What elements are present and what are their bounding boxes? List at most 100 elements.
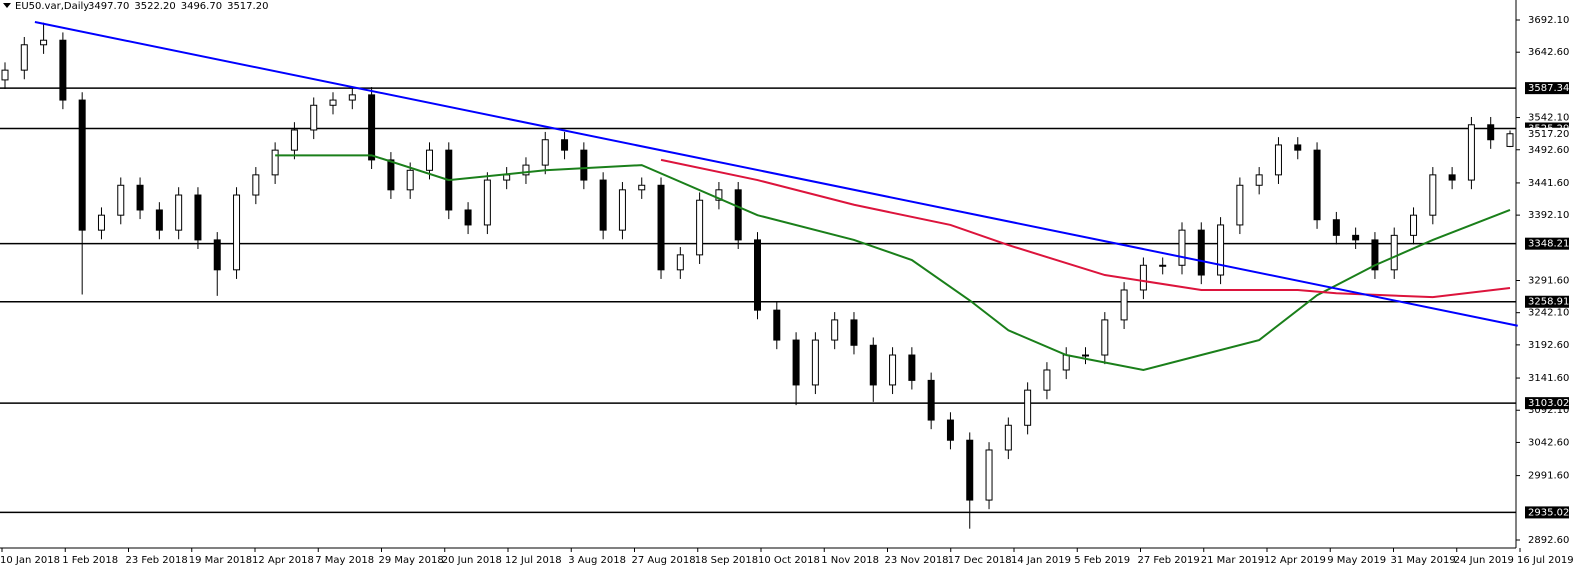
candle-body bbox=[773, 309, 781, 341]
candle-body bbox=[290, 129, 298, 151]
y-tick-label: 3291.60 bbox=[1528, 275, 1569, 286]
candle-body bbox=[638, 184, 646, 191]
candle-body bbox=[889, 354, 897, 386]
menu-arrow bbox=[3, 3, 11, 8]
current-price-box bbox=[1525, 127, 1569, 140]
x-tick-label: 1 Nov 2018 bbox=[821, 555, 879, 566]
candle-body bbox=[966, 439, 974, 501]
candle-body bbox=[734, 189, 742, 241]
y-tick-label: 2892.60 bbox=[1528, 535, 1569, 546]
header-value: 3522.20 bbox=[134, 1, 175, 12]
candle-body bbox=[1390, 234, 1398, 271]
x-tick-label: 5 Feb 2019 bbox=[1074, 555, 1130, 566]
candle-body bbox=[696, 199, 704, 256]
x-tick-label: 14 Jan 2019 bbox=[1011, 555, 1071, 566]
candle-body bbox=[541, 139, 549, 166]
x-tick-label: 10 Oct 2018 bbox=[758, 555, 820, 566]
candle-body bbox=[1, 69, 9, 81]
y-tick-label: 3042.60 bbox=[1528, 437, 1569, 448]
moving-average bbox=[275, 154, 1511, 372]
x-tick-label: 12 Apr 2019 bbox=[1264, 555, 1326, 566]
x-tick-label: 9 May 2019 bbox=[1327, 555, 1386, 566]
candle-body bbox=[20, 44, 28, 71]
x-tick-label: 27 Aug 2018 bbox=[632, 555, 696, 566]
candle-body bbox=[850, 319, 858, 346]
level-label-box bbox=[1525, 295, 1569, 308]
candle-body bbox=[310, 104, 318, 131]
x-tick-label: 20 Jun 2018 bbox=[442, 555, 502, 566]
candle-body bbox=[1255, 174, 1263, 186]
x-tick-label: 12 Jul 2018 bbox=[505, 555, 562, 566]
y-tick-label: 3642.60 bbox=[1528, 47, 1569, 58]
x-tick-label: 16 Jul 2019 bbox=[1517, 555, 1574, 566]
candle-body bbox=[561, 139, 569, 151]
y-tick-label: 2991.60 bbox=[1528, 471, 1569, 482]
symbol: EU50.var,Daily bbox=[15, 1, 89, 12]
candle-body bbox=[175, 194, 183, 231]
candle-body bbox=[1429, 174, 1437, 216]
y-tick-label: 3141.60 bbox=[1528, 373, 1569, 384]
candle-body bbox=[1120, 289, 1128, 321]
candle-body bbox=[213, 239, 221, 271]
candle-body bbox=[946, 419, 954, 441]
header-value: 3517.20 bbox=[227, 1, 268, 12]
candle-body bbox=[1294, 144, 1302, 151]
x-tick-label: 29 May 2018 bbox=[379, 555, 444, 566]
level-label: 2935.02 bbox=[1528, 507, 1569, 518]
x-tick-label: 31 May 2019 bbox=[1391, 555, 1456, 566]
candle-body bbox=[1082, 354, 1090, 357]
y-tick-label: 3092.10 bbox=[1528, 405, 1569, 416]
x-tick-label: 27 Feb 2019 bbox=[1138, 555, 1200, 566]
x-tick-label: 7 May 2018 bbox=[315, 555, 374, 566]
candle-body bbox=[1178, 229, 1186, 266]
candle-body bbox=[831, 319, 839, 341]
candle-body bbox=[599, 179, 607, 231]
y-tick-label: 3392.10 bbox=[1528, 210, 1569, 221]
candle-body bbox=[1487, 124, 1495, 141]
candle-body bbox=[97, 214, 105, 231]
candle-body bbox=[1197, 229, 1205, 276]
x-tick-label: 24 Jun 2019 bbox=[1454, 555, 1514, 566]
candle-body bbox=[580, 149, 588, 181]
candle-body bbox=[1332, 219, 1340, 236]
y-tick-label: 3192.60 bbox=[1528, 340, 1569, 351]
header-value: 3496.70 bbox=[181, 1, 222, 12]
candle-body bbox=[503, 174, 511, 181]
current-price-label: 3517.20 bbox=[1528, 129, 1569, 140]
candle-body bbox=[657, 184, 665, 271]
candle-body bbox=[155, 209, 163, 231]
candle-body bbox=[1313, 149, 1321, 221]
candle-body bbox=[927, 379, 935, 421]
candle-body bbox=[78, 99, 86, 231]
candle-body bbox=[1236, 184, 1244, 226]
x-tick-label: 3 Aug 2018 bbox=[568, 555, 626, 566]
y-tick-label: 3492.60 bbox=[1528, 145, 1569, 156]
y-tick-label: 3692.10 bbox=[1528, 15, 1569, 26]
candle-body bbox=[792, 339, 800, 386]
candle-body bbox=[1101, 319, 1109, 356]
candle-body bbox=[1506, 133, 1514, 147]
candle-body bbox=[40, 39, 48, 46]
candle-body bbox=[618, 189, 626, 231]
candle-body bbox=[1043, 369, 1051, 391]
x-tick-label: 17 Dec 2018 bbox=[948, 555, 1012, 566]
level-label-box bbox=[1525, 82, 1569, 95]
candle-body bbox=[676, 254, 684, 271]
level-label-box bbox=[1525, 237, 1569, 250]
y-tick-label: 3542.10 bbox=[1528, 113, 1569, 124]
candle-body bbox=[59, 39, 67, 101]
candle-body bbox=[522, 164, 530, 176]
x-tick-label: 23 Feb 2018 bbox=[126, 555, 188, 566]
level-label: 3348.21 bbox=[1528, 239, 1569, 250]
candle-body bbox=[1004, 424, 1012, 451]
candle-body bbox=[1274, 144, 1282, 176]
x-tick-label: 12 Apr 2018 bbox=[252, 555, 314, 566]
x-tick-label: 21 Mar 2019 bbox=[1201, 555, 1264, 566]
candle-body bbox=[754, 239, 761, 311]
candle-body bbox=[1159, 264, 1167, 267]
candle-body bbox=[985, 449, 993, 501]
x-tick-label: 18 Sep 2018 bbox=[695, 555, 758, 566]
level-label-box bbox=[1525, 506, 1569, 519]
